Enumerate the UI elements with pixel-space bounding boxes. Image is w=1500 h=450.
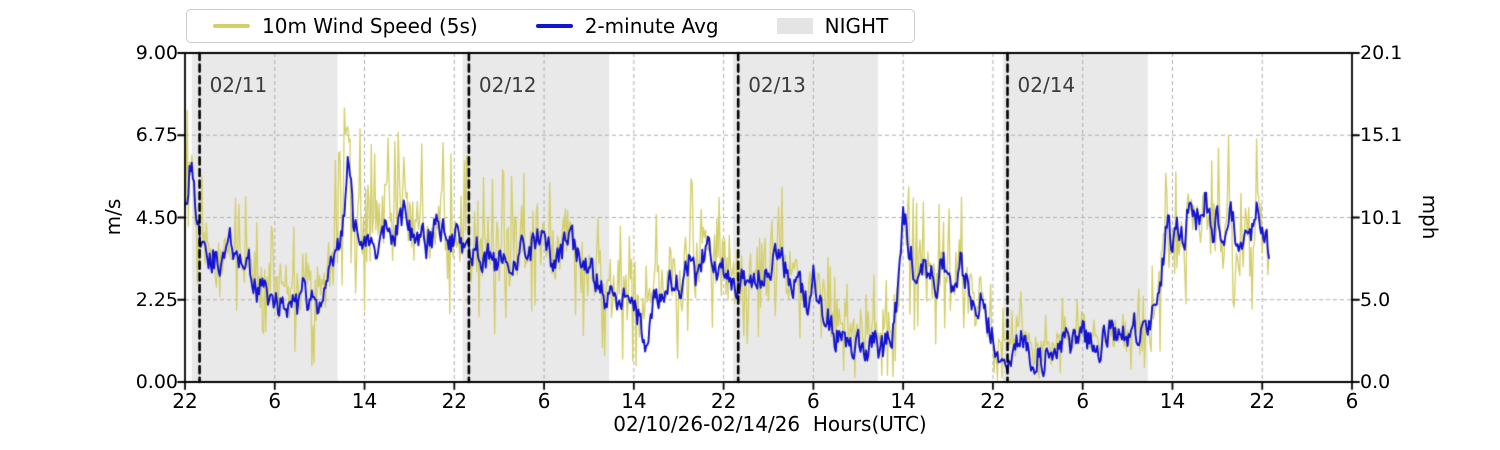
x-tick-label: 6 (1076, 389, 1090, 413)
x-tick-label: 14 (351, 389, 378, 413)
y-tick-label-left: 9.00 (135, 42, 178, 64)
legend-item-5s: 10m Wind Speed (5s) (213, 14, 478, 38)
legend-label-2min: 2-minute Avg (584, 14, 719, 38)
x-tick-label: 14 (1159, 389, 1186, 413)
legend-item-2min: 2-minute Avg (535, 14, 719, 38)
x-tick-label: 6 (807, 389, 820, 413)
legend-label-5s: 10m Wind Speed (5s) (262, 14, 478, 38)
x-tick-label: 14 (890, 389, 916, 413)
y-tick-label-right: 0.0 (1360, 371, 1391, 393)
y-tick-label-right: 15.1 (1360, 124, 1403, 147)
khaki-line-swatch-icon (213, 24, 250, 28)
legend-label-night: NIGHT (824, 14, 889, 38)
x-tick-label: 14 (621, 389, 647, 413)
x-tick-label: 22 (441, 389, 468, 413)
x-tick-label: 22 (710, 389, 737, 413)
x-tick-label: 6 (537, 389, 551, 413)
x-tick-label: 6 (268, 389, 282, 413)
x-tick-label: 22 (1249, 389, 1275, 413)
x-tick-label: 22 (172, 389, 198, 413)
x-tick-label: 6 (1345, 389, 1359, 413)
y-tick-label-left: 4.50 (135, 206, 178, 229)
y-tick-label-right: 20.1 (1360, 42, 1403, 64)
y-tick-label-right: 5.0 (1360, 288, 1391, 311)
day-label: 02/11 (209, 73, 268, 97)
y-tick-label-left: 0.00 (135, 371, 178, 393)
y-tick-label-right: 10.1 (1360, 206, 1403, 229)
y-axis-label-right: mph (1418, 194, 1442, 240)
day-label: 02/13 (748, 73, 806, 97)
x-axis-label: 02/10/26-02/14/26 Hours(UTC) (613, 412, 927, 436)
y-tick-label-left: 2.25 (135, 288, 178, 311)
day-label: 02/12 (478, 73, 537, 97)
legend-item-night: NIGHT (776, 14, 889, 38)
blue-line-swatch-icon (535, 24, 573, 28)
chart-legend: 10m Wind Speed (5s) 2-minute Avg NIGHT (186, 9, 916, 43)
x-tick-label: 22 (980, 389, 1006, 413)
day-label: 02/14 (1017, 73, 1076, 97)
y-tick-label-left: 6.75 (135, 124, 178, 147)
night-patch-swatch-icon (776, 18, 813, 34)
